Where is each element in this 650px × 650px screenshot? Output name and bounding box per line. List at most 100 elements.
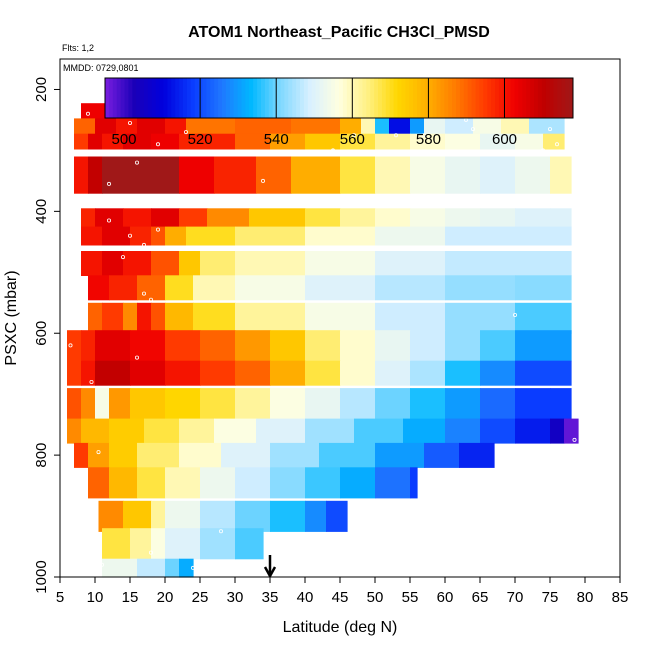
- y-tick-label: 800: [33, 443, 50, 468]
- colorbar-swatch: [319, 78, 324, 118]
- sample-point: [148, 200, 153, 205]
- colorbar-swatch: [183, 78, 188, 118]
- colorbar-swatch: [362, 78, 367, 118]
- heatmap-cell: [424, 118, 446, 135]
- heatmap-cell: [291, 118, 341, 135]
- colorbar-swatch: [432, 78, 437, 118]
- colorbar-swatch: [526, 78, 531, 118]
- sample-point: [148, 550, 153, 555]
- heatmap-cell: [137, 118, 166, 135]
- chart-subtitle: Flts: 1,2: [62, 43, 94, 53]
- heatmap-cell: [480, 330, 516, 362]
- colorbar-swatch: [428, 78, 434, 118]
- sample-point: [96, 450, 101, 455]
- colorbar-swatch: [300, 78, 305, 118]
- colorbar-swatch: [280, 78, 285, 118]
- colorbar-swatch: [440, 78, 445, 118]
- heatmap-cell: [81, 330, 96, 362]
- x-tick-label: 15: [122, 589, 139, 606]
- colorbar-swatch: [288, 78, 293, 118]
- sample-point: [470, 127, 475, 132]
- sample-point: [218, 529, 223, 534]
- colorbar-swatch: [233, 78, 239, 118]
- heatmap-cell: [102, 302, 124, 334]
- heatmap-cell: [480, 388, 516, 420]
- heatmap-cell: [74, 133, 89, 150]
- colorbar-swatch: [331, 78, 336, 118]
- heatmap-cell: [340, 388, 376, 420]
- heatmap-cell: [98, 500, 124, 532]
- colorbar-swatch: [374, 78, 379, 118]
- heatmap-cell: [165, 467, 201, 499]
- heatmap-cell: [270, 388, 306, 420]
- heatmap-cell: [410, 156, 446, 194]
- y-tick-label: 400: [33, 199, 50, 224]
- heatmap-cell: [74, 442, 89, 468]
- heatmap-cell: [137, 275, 166, 301]
- colorbar-swatch: [342, 78, 348, 118]
- colorbar-swatch: [378, 78, 383, 118]
- heatmap-cell: [305, 208, 341, 228]
- sample-point: [330, 148, 335, 153]
- colorbar-swatch: [327, 78, 332, 118]
- heatmap-cell: [543, 133, 565, 150]
- colorbar-swatch: [553, 78, 558, 118]
- heatmap-cell: [445, 360, 481, 386]
- heatmap-cell: [445, 388, 481, 420]
- colorbar-swatch: [186, 78, 192, 118]
- colorbar-swatch: [417, 78, 422, 118]
- colorbar-swatch: [389, 78, 395, 118]
- colorbar-swatch: [354, 78, 359, 118]
- sample-point: [68, 343, 73, 348]
- heatmap-cell: [193, 302, 236, 334]
- colorbar-frame: [104, 77, 574, 119]
- heatmap-cell: [515, 360, 572, 386]
- x-tick-label: 40: [297, 589, 314, 606]
- colorbar-swatch: [491, 78, 496, 118]
- heatmap-cell: [410, 467, 418, 499]
- heatmap-cell: [445, 251, 516, 276]
- heatmap-cell: [375, 360, 411, 386]
- heatmap-cell: [445, 118, 474, 135]
- colorbar-swatch: [506, 78, 512, 118]
- colorbar-swatch: [456, 78, 461, 118]
- sample-point: [393, 133, 398, 138]
- colorbar-swatch: [190, 78, 196, 118]
- heatmap-cell: [151, 500, 166, 532]
- heatmap-cell: [165, 500, 201, 532]
- colorbar-swatch: [549, 78, 554, 118]
- heatmap-cell: [165, 330, 201, 362]
- colorbar-swatch: [475, 78, 480, 118]
- colorbar-swatch: [268, 78, 274, 118]
- heatmap-cell: [305, 418, 355, 444]
- heatmap-cell: [459, 442, 495, 468]
- heatmap-cell: [445, 275, 516, 301]
- heatmap-cell: [473, 118, 502, 135]
- heatmap-cell: [375, 208, 411, 228]
- heatmap-cell: [445, 302, 516, 334]
- heatmap-cell: [410, 360, 446, 386]
- colorbar-swatch: [159, 78, 164, 118]
- heatmap-cell: [375, 133, 411, 150]
- heatmap-cell: [214, 418, 257, 444]
- heatmap-cell: [305, 226, 376, 246]
- heatmap-cell: [88, 133, 103, 150]
- heatmap-cell: [235, 226, 306, 246]
- colorbar-swatch: [179, 78, 184, 118]
- sample-point: [86, 111, 91, 116]
- colorbar-swatch: [218, 78, 223, 118]
- heatmap-cell: [74, 118, 96, 135]
- colorbar-swatch: [303, 78, 309, 118]
- heatmap-cell: [375, 156, 411, 194]
- heatmap-cell: [235, 330, 271, 362]
- heatmap-cell: [200, 500, 236, 532]
- sample-point: [100, 562, 105, 567]
- x-tick-label: 45: [332, 589, 349, 606]
- colorbar-swatch: [237, 78, 242, 118]
- heatmap-cell: [235, 388, 271, 420]
- colorbar-tick-label: 520: [188, 131, 213, 148]
- x-tick-label: 85: [612, 589, 629, 606]
- heatmap-cell: [81, 388, 96, 420]
- heatmap-cell: [130, 528, 152, 560]
- plot-frame: [59, 58, 621, 578]
